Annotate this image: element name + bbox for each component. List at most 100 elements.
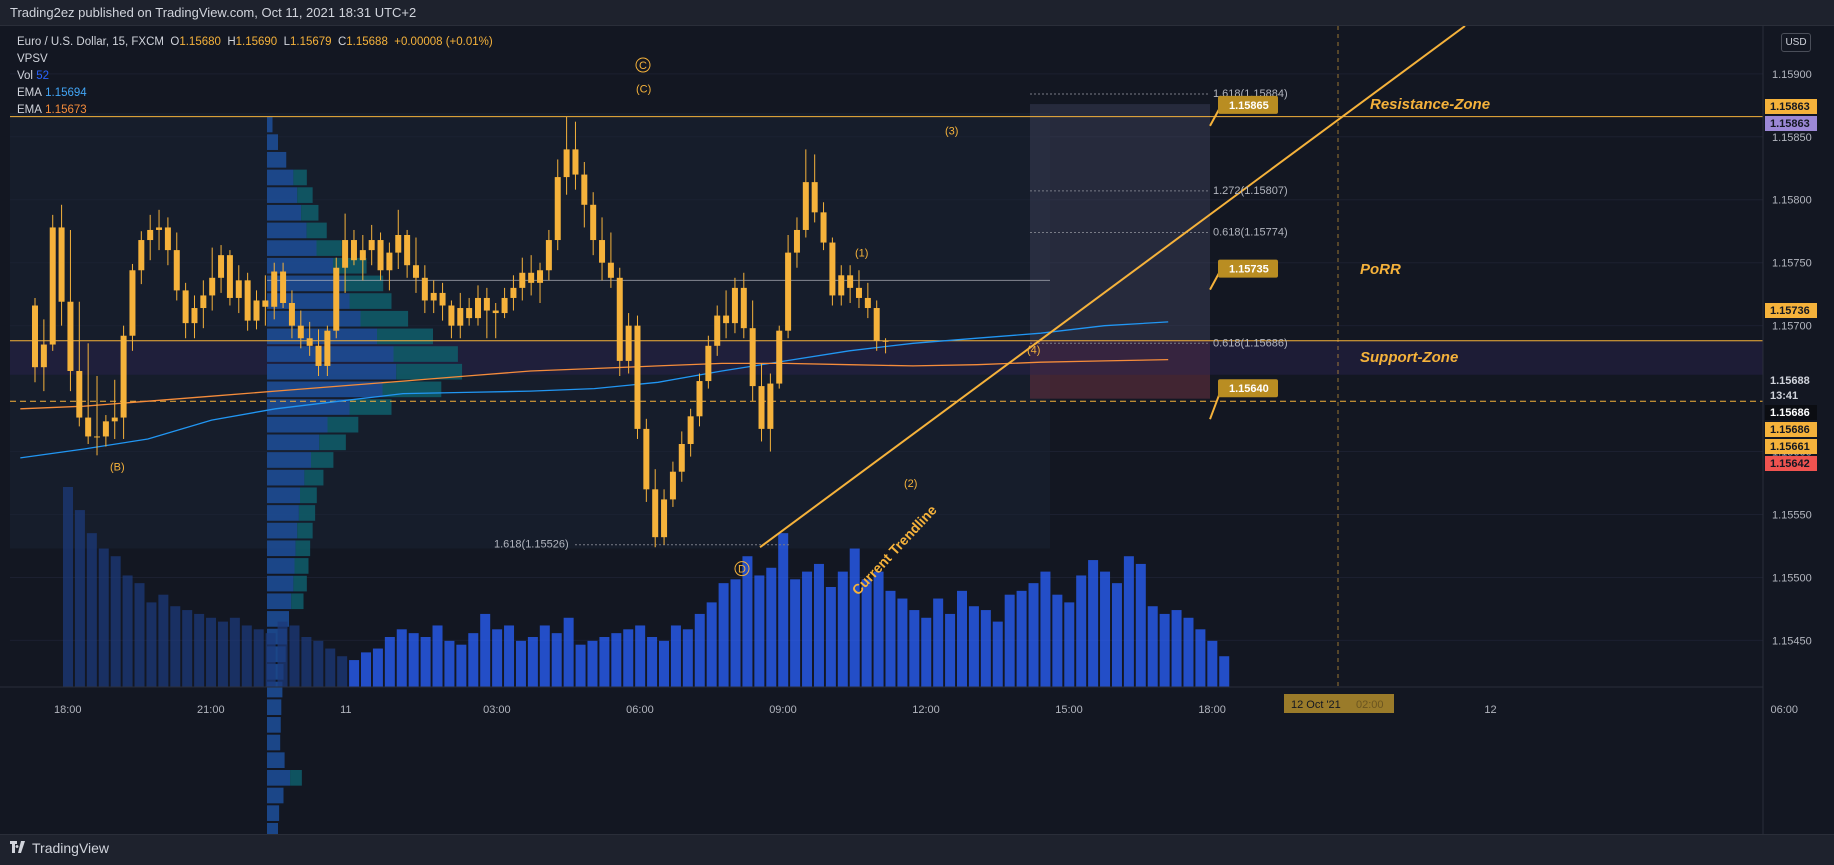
volume-profile-bar xyxy=(267,222,307,239)
volume-bar xyxy=(682,629,693,687)
resistance-zone-label: Resistance-Zone xyxy=(1370,96,1490,113)
candle-body xyxy=(749,328,756,387)
wave-b-label: (B) xyxy=(110,461,125,473)
target-zone-box xyxy=(1030,104,1210,341)
price-axis-label: 1.15900 xyxy=(1772,69,1812,81)
candle-body xyxy=(847,275,854,288)
symbol-name[interactable]: Euro / U.S. Dollar, 15, FXCM xyxy=(17,36,164,48)
price-axis-label: 1.15450 xyxy=(1772,635,1812,647)
volume-profile-bar xyxy=(267,558,295,574)
volume-bar xyxy=(1219,656,1230,687)
volume-profile-bar xyxy=(267,187,298,203)
volume-profile-bar xyxy=(267,805,280,821)
volume-bar xyxy=(933,598,944,687)
time-axis-label: 18:00 xyxy=(54,704,82,716)
time-cursor-label-tail: 02:00 xyxy=(1356,699,1384,711)
volume-profile-bar xyxy=(267,293,350,309)
price-axis-label: 1.15850 xyxy=(1772,132,1812,144)
candle-body xyxy=(776,330,783,384)
candle-body xyxy=(147,229,154,241)
volume-profile-bar xyxy=(267,593,292,610)
volume-profile-bar xyxy=(267,151,287,168)
currency-button[interactable]: USD xyxy=(1781,33,1811,52)
legend-vpsv-row[interactable]: VPSV xyxy=(17,51,493,68)
candle-body xyxy=(164,227,171,251)
volume-profile-bar xyxy=(267,575,294,592)
candle-body xyxy=(705,345,712,382)
candle-body xyxy=(466,308,473,319)
time-axis-label: 03:00 xyxy=(483,704,511,716)
candle-body xyxy=(873,308,880,341)
volume-bar xyxy=(647,637,658,687)
time-axis-label: 15:00 xyxy=(1055,704,1083,716)
candle-body xyxy=(510,287,517,298)
candle-body xyxy=(643,428,650,490)
candle-body xyxy=(625,325,632,361)
vol-label[interactable]: Vol xyxy=(17,70,33,82)
volume-profile-bar xyxy=(267,416,328,433)
candle-body xyxy=(785,252,792,331)
callout-label: 1.15865 xyxy=(1229,100,1269,112)
candle-body xyxy=(49,227,56,345)
volume-profile-bar-sell xyxy=(316,240,342,256)
volume-profile-bar-sell xyxy=(344,275,384,292)
volume-bar xyxy=(1147,606,1158,687)
volume-bar xyxy=(265,633,276,687)
volume-bar xyxy=(575,644,586,687)
ema-slow-line xyxy=(20,358,1169,410)
candle-body xyxy=(280,271,287,303)
volume-bar xyxy=(706,602,717,687)
volume-bar xyxy=(766,567,777,687)
volume-bar xyxy=(980,610,991,687)
volume-bar xyxy=(921,617,932,687)
volume-bar xyxy=(134,583,145,687)
volume-bar xyxy=(873,571,884,687)
porr-label: PoRR xyxy=(1360,261,1401,278)
volume-bar xyxy=(170,606,181,687)
volume-bar xyxy=(492,629,503,687)
tradingview-brand[interactable]: TradingView xyxy=(10,840,109,856)
volume-profile-bar xyxy=(267,399,350,415)
candle-body xyxy=(731,287,738,324)
volume-profile-bar xyxy=(267,240,317,256)
volume-profile-bar-sell xyxy=(396,363,463,380)
candle-body xyxy=(599,240,606,263)
ohlc-close: 1.15688 xyxy=(346,36,388,48)
candle-body xyxy=(67,301,74,371)
legend-symbol-row[interactable]: Euro / U.S. Dollar, 15, FXCM O1.15680 H1… xyxy=(17,34,493,51)
legend-vol-row[interactable]: Vol 52 xyxy=(17,68,493,85)
candle-body xyxy=(811,182,818,213)
volume-bar xyxy=(98,548,109,687)
volume-profile-bar-sell xyxy=(360,310,409,327)
price-tag-label: 1.15642 xyxy=(1770,458,1810,470)
ema2-label[interactable]: EMA xyxy=(17,104,42,116)
candle-body xyxy=(572,149,579,175)
price-chart[interactable]: 1.15900 1.15850 1.15800 1.15750 1.15700 1.156… xyxy=(0,26,1834,834)
volume-profile-bar xyxy=(267,505,299,521)
volume-profile-bar-sell xyxy=(327,416,359,433)
price-tag-countdown xyxy=(1765,388,1817,403)
volume-bar xyxy=(694,613,705,687)
volume-bar xyxy=(229,617,240,687)
wave-d-circle-label: D xyxy=(738,564,746,576)
legend-ema2-row[interactable]: EMA 1.15673 xyxy=(17,102,493,119)
volume-bar xyxy=(110,556,121,687)
legend-ema1-row[interactable]: EMA 1.15694 xyxy=(17,85,493,102)
candle-body xyxy=(138,240,145,271)
price-tag-label: 13:41 xyxy=(1770,390,1798,402)
price-tag-gold xyxy=(1765,303,1817,318)
volume-bar xyxy=(146,602,157,687)
price-tag-gold xyxy=(1765,99,1817,114)
time-cursor-tag xyxy=(1284,694,1394,713)
candle-body xyxy=(288,302,295,326)
candle-body xyxy=(740,287,747,329)
volume-profile-bar xyxy=(267,770,291,786)
volume-bar xyxy=(957,590,967,687)
volume-profile-bar xyxy=(267,717,281,733)
candle-body xyxy=(209,277,216,296)
volume-profile-bar xyxy=(267,540,296,557)
vpsv-label[interactable]: VPSV xyxy=(17,53,48,65)
volume-profile-bar-sell xyxy=(293,169,307,186)
volume-bar xyxy=(861,579,872,687)
ema1-label[interactable]: EMA xyxy=(17,87,42,99)
